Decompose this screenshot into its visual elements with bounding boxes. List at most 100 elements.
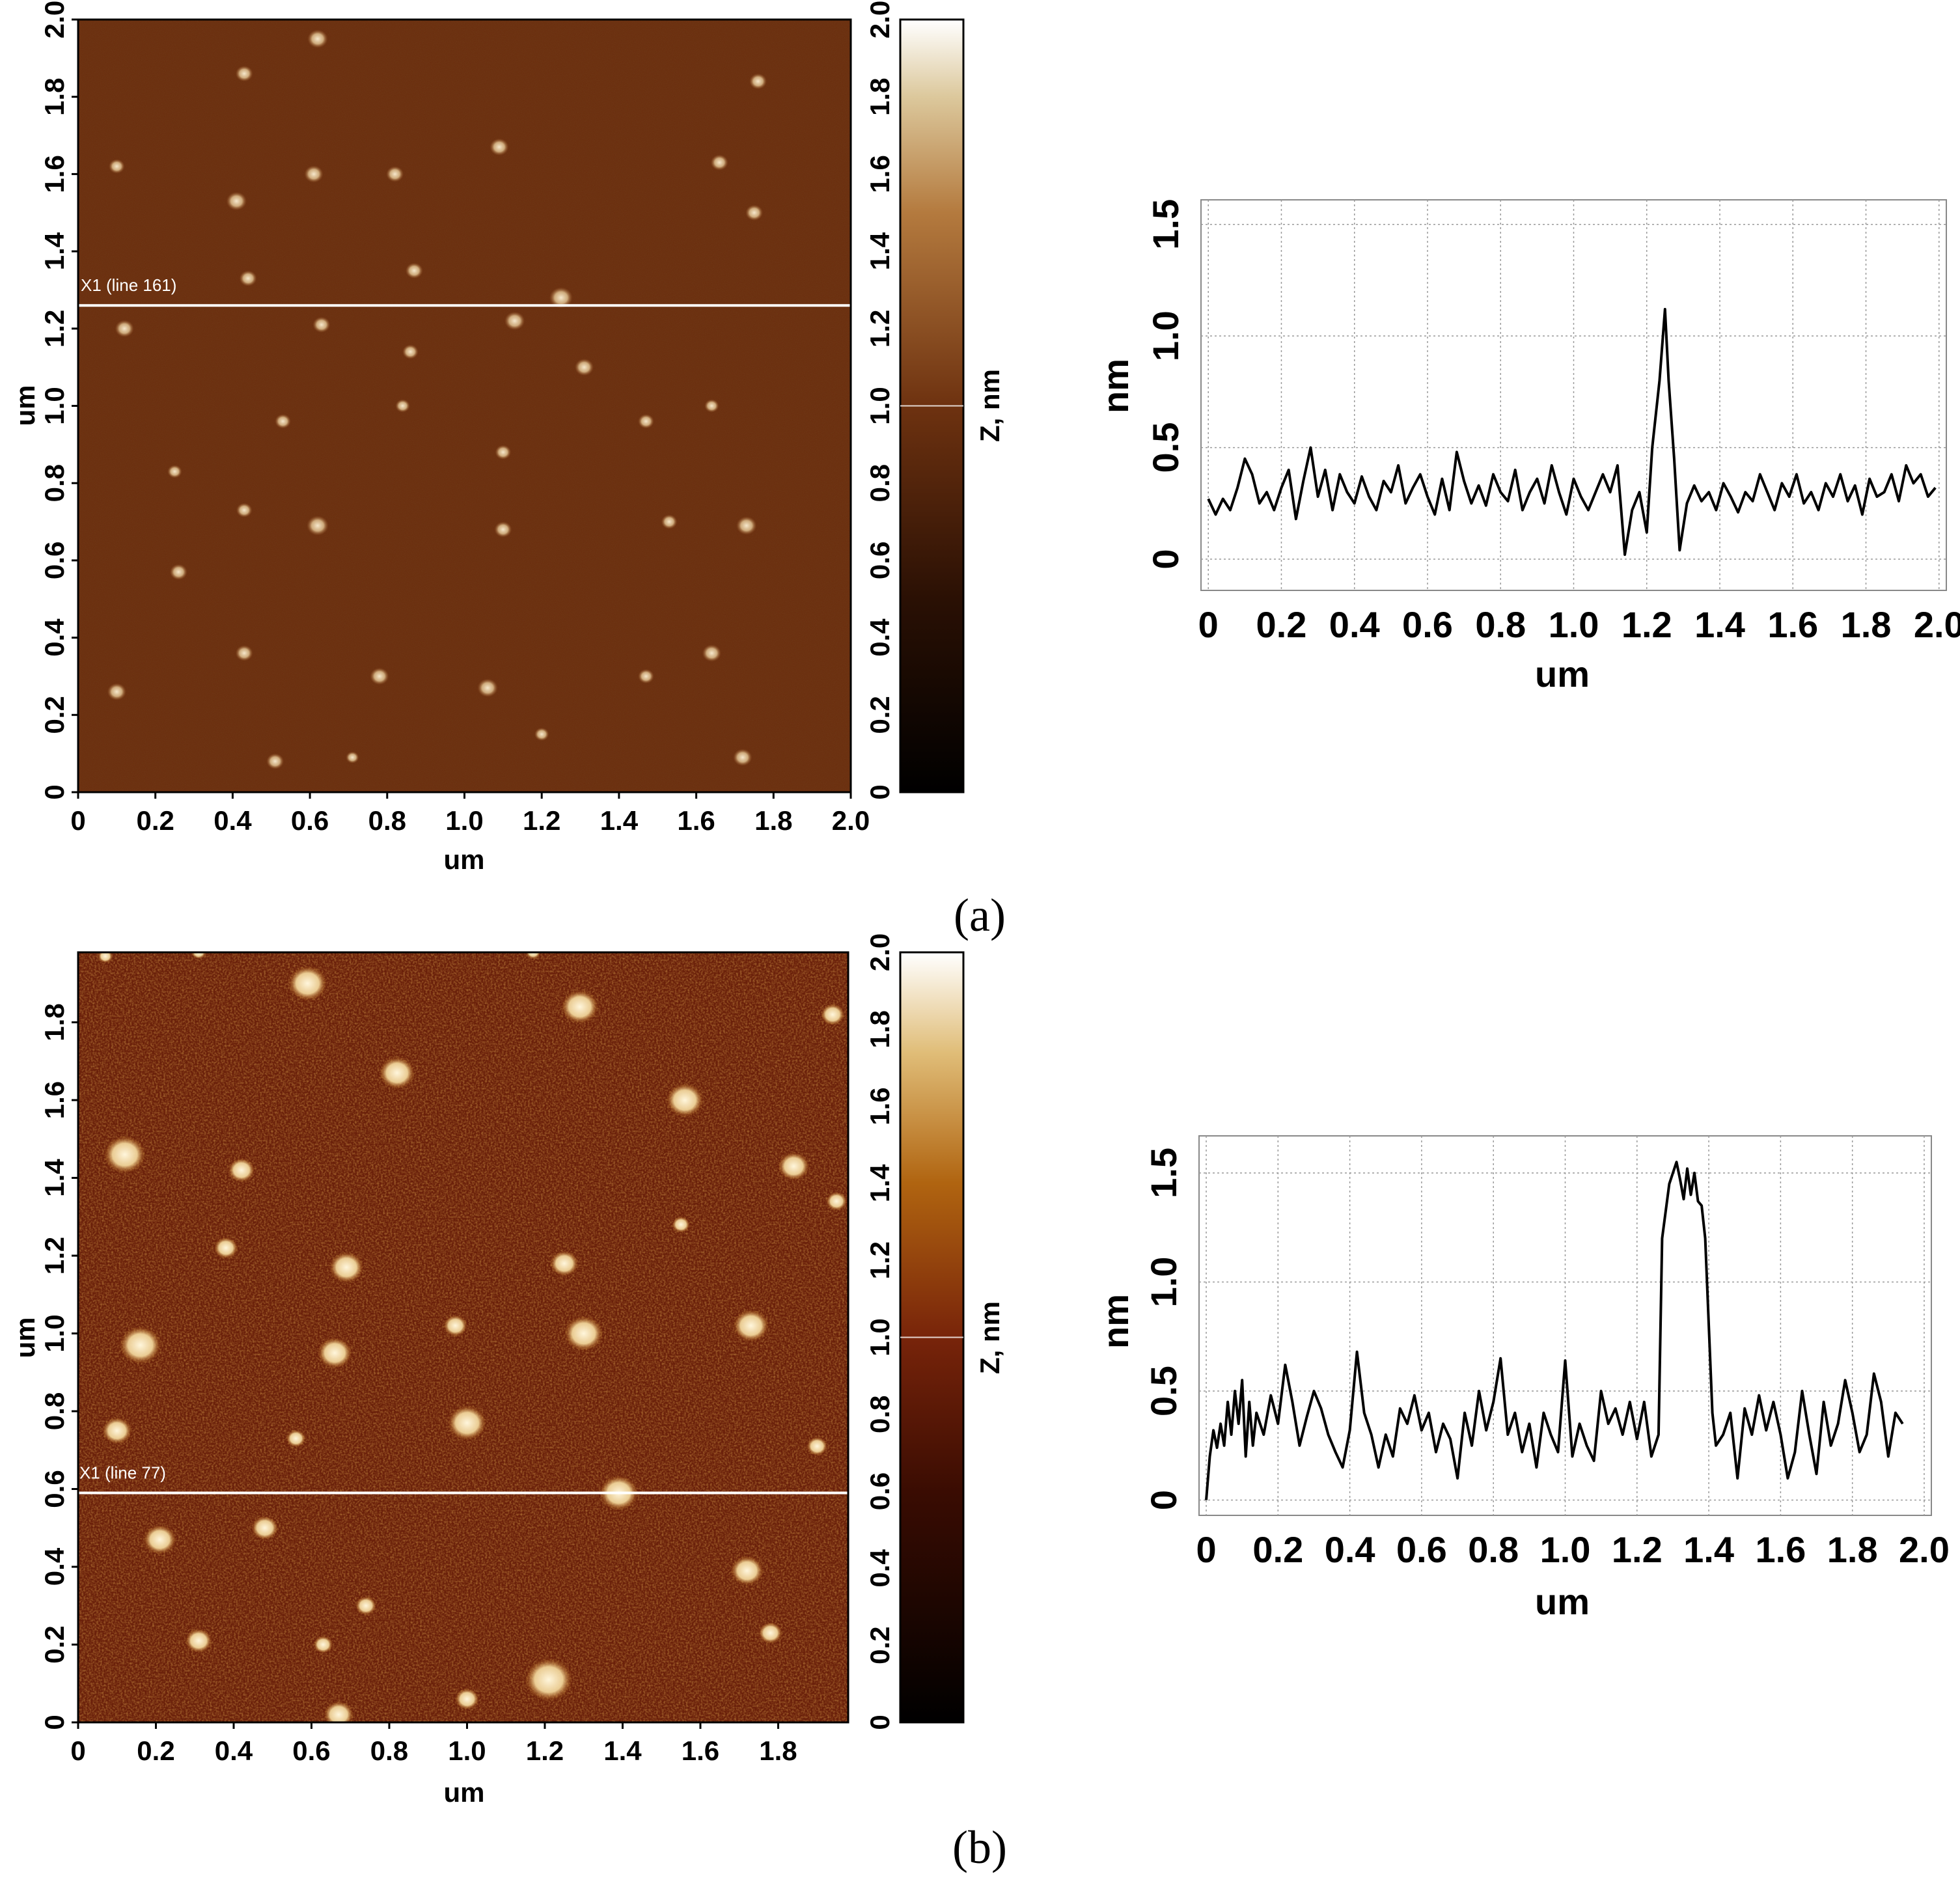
afm-particle [236, 503, 253, 517]
afm-particle [749, 73, 767, 90]
profile-x-tick-label: 0.8 [1468, 1529, 1519, 1570]
afm-particle [169, 564, 187, 580]
colorbar-tick-label: 1.4 [864, 232, 895, 270]
afm-particle [304, 165, 324, 183]
colorbar-tick-label: 2.0 [864, 1, 895, 38]
afm-x-tick-label: 1.6 [682, 1735, 719, 1766]
profile-x-tick-label: 1.4 [1683, 1529, 1734, 1570]
afm-particle [370, 667, 389, 685]
afm-particle [661, 514, 678, 529]
afm-particle [525, 1658, 573, 1701]
profile-y-tick-label: 0 [1145, 549, 1186, 569]
afm-y-tick-label: 1.8 [39, 78, 70, 116]
afm-particle [104, 1136, 146, 1174]
profile-axes: 0 0.2 0.4 0.6 0.8 1.0 1.2 1.4 1.6 1.8 2.0 0 0.5 1.0 1.… [1145, 199, 1960, 645]
afm-x-tick-label: 1.4 [603, 1735, 642, 1766]
profile-x-tick-label: 0.2 [1252, 1529, 1303, 1570]
afm-y-tick-label: 0.4 [39, 1547, 70, 1586]
afm-y-tick-label: 1.0 [39, 1314, 70, 1352]
afm-image-b: X1 (line 77) [77, 951, 849, 1724]
afm-particle [702, 644, 721, 662]
afm-y-tick-label: 0.8 [39, 464, 70, 502]
afm-particle [107, 683, 126, 700]
profile-x-tick-label: 1.4 [1694, 604, 1745, 645]
afm-particle [638, 414, 654, 429]
colorbar-label: Z, nm [974, 369, 1005, 442]
profile-x-tick-label: 0.6 [1396, 1529, 1447, 1570]
afm-x-tick-label: 0.8 [370, 1735, 408, 1766]
afm-particle [214, 1237, 238, 1259]
afm-particle [143, 1524, 176, 1554]
afm-particle [733, 1310, 769, 1342]
afm-x-tick-label: 0.8 [368, 805, 406, 836]
colorbar-tick-label: 2.0 [864, 933, 895, 971]
profile-x-tick-label: 0.4 [1325, 1529, 1375, 1570]
profile-axes: 0 0.2 0.4 0.6 0.8 1.0 1.2 1.4 1.6 1.8 2.0 0 0.5 1.0 1.… [1143, 1148, 1950, 1570]
afm-particle [638, 669, 654, 684]
profile-a: 0 0.2 0.4 0.6 0.8 1.0 1.2 1.4 1.6 1.8 2.0 0 0.5 1.0 1.… [1095, 199, 1960, 695]
panel-label-a: (a) [954, 889, 1006, 941]
colorbar-tick-label: 0.8 [864, 464, 895, 502]
colorbar-tick-label: 0 [864, 784, 895, 799]
afm-particle [778, 1152, 810, 1181]
afm-y-tick-label: 0.8 [39, 1392, 70, 1430]
colorbar-tick-label: 1.6 [864, 1087, 895, 1125]
scan-line-label: X1 (line 77) [79, 1463, 166, 1482]
afm-x-tick-label: 1.0 [448, 1735, 486, 1766]
afm-particle [490, 138, 509, 156]
profile-x-axis-label: um [1535, 1581, 1590, 1622]
panel-a: X1 (line 161) 0 0.2 0.4 0.6 0.8 1.0 1.2 1.4 1.6 1… [10, 1, 1960, 941]
afm-y-tick-label: 1.8 [39, 1003, 70, 1041]
profile-x-tick-label: 0 [1198, 604, 1219, 645]
afm-particle [736, 516, 757, 535]
afm-x-tick-label: 0.6 [291, 805, 329, 836]
afm-y-tick-label: 2.0 [39, 1, 70, 38]
afm-particle [312, 316, 331, 333]
afm-particle [574, 358, 594, 376]
profile-x-tick-label: 0.8 [1475, 604, 1526, 645]
afm-x-tick-label: 1.2 [526, 1735, 564, 1766]
colorbar-ticks: 0 0.2 0.4 0.6 0.8 1.0 1.2 1.4 1.6 1.8 2.0 [864, 1, 963, 800]
afm-x-tick-label: 0 [70, 1735, 85, 1766]
afm-y-tick-label: 1.4 [39, 232, 70, 270]
profile-x-tick-label: 0.6 [1402, 604, 1453, 645]
profile-x-tick-label: 0 [1196, 1529, 1216, 1570]
afm-particle [324, 1701, 353, 1722]
profile-y-axis-label: nm [1095, 359, 1136, 413]
panel-label-b: (b) [952, 1821, 1007, 1873]
afm-particle [275, 414, 291, 429]
afm-particle [191, 952, 206, 959]
afm-particle [807, 1437, 828, 1456]
afm-particle [318, 1337, 352, 1368]
profile-y-tick-label: 0 [1143, 1490, 1184, 1510]
afm-particle [379, 1056, 415, 1089]
afm-y-tick-label: 1.4 [39, 1159, 70, 1197]
colorbar-tick-label: 1.4 [864, 1164, 895, 1202]
afm-particle [185, 1629, 212, 1653]
scan-line-label: X1 (line 161) [81, 275, 176, 295]
profile-x-tick-label: 1.0 [1540, 1529, 1591, 1570]
afm-particle [704, 399, 719, 413]
profile-x-tick-label: 1.0 [1549, 604, 1599, 645]
afm-x-tick-label: 1.8 [754, 805, 792, 836]
afm-y-tick-label: 1.2 [39, 1237, 70, 1275]
profile-x-axis-label: um [1535, 654, 1590, 695]
profile-x-tick-label: 2.0 [1899, 1529, 1950, 1570]
afm-x-tick-label: 0 [70, 805, 85, 836]
afm-y-tick-label: 1.2 [39, 310, 70, 348]
afm-particles [98, 952, 847, 1722]
afm-x-tick-label: 0.4 [215, 1735, 253, 1766]
profile-y-tick-label: 1.0 [1143, 1257, 1184, 1308]
afm-y-tick-label: 1.6 [39, 155, 70, 193]
afm-y-tick-label: 0.6 [39, 1470, 70, 1508]
afm-particle [329, 1252, 364, 1283]
colorbar-tick-label: 0 [864, 1715, 895, 1730]
afm-particle [386, 166, 404, 182]
afm-particle [745, 204, 764, 221]
afm-noise [78, 20, 851, 792]
profile-line [1207, 308, 1937, 557]
afm-y-tick-label: 0.6 [39, 542, 70, 579]
afm-particle [286, 1429, 306, 1448]
afm-particle [307, 29, 328, 48]
